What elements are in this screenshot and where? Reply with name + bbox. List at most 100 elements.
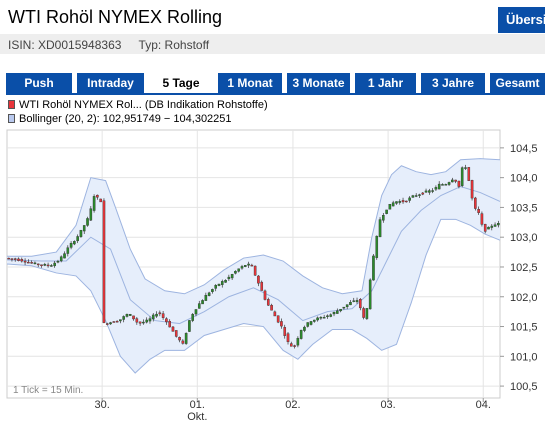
- candle-body: [480, 213, 484, 225]
- candle-body: [414, 195, 418, 197]
- candle-body: [411, 195, 415, 198]
- tick-note: 1 Tick = 15 Min.: [13, 385, 83, 396]
- candle-body: [247, 263, 250, 266]
- candle-body: [243, 265, 247, 267]
- tab-3-monate[interactable]: 3 Monate: [287, 73, 350, 93]
- candle-body: [375, 235, 379, 258]
- candle-body: [266, 299, 270, 306]
- legend-price: WTI Rohöl NYMEX Rol... (DB Indikation Ro…: [8, 98, 268, 112]
- type-label: Typ: Rohstoff: [138, 38, 210, 52]
- candle-body: [441, 184, 444, 186]
- candle-body: [313, 319, 316, 322]
- candle-body: [27, 261, 30, 264]
- candle-body: [207, 292, 211, 296]
- legend-bollinger: Bollinger (20, 2): 102,951749 − 104,3022…: [8, 112, 268, 126]
- candle-body: [365, 308, 369, 319]
- candle-body: [460, 167, 464, 186]
- candle-body: [165, 318, 168, 323]
- candle-body: [109, 322, 112, 325]
- candle-body: [257, 275, 260, 284]
- tab-push[interactable]: Push: [6, 73, 72, 93]
- page-title: WTI Rohöl NYMEX Rolling: [8, 7, 223, 27]
- candle-body: [391, 202, 395, 207]
- candle-body: [128, 314, 132, 316]
- x-tick-label: 04.: [476, 399, 491, 411]
- candle-body: [493, 224, 497, 227]
- candle-body: [10, 258, 14, 260]
- y-tick-label: 102,0: [510, 292, 538, 304]
- candle-body: [79, 229, 83, 237]
- tab-gesamt[interactable]: Gesamt: [490, 73, 545, 93]
- candle-body: [230, 274, 234, 279]
- candle-body: [86, 218, 89, 226]
- candle-body: [194, 309, 198, 315]
- candle-body: [497, 223, 500, 226]
- candle-body: [211, 289, 214, 292]
- candle-body: [457, 180, 461, 187]
- candle-body: [46, 264, 50, 267]
- candle-body: [161, 313, 165, 318]
- candle-body: [326, 315, 329, 317]
- candle-body: [89, 208, 93, 221]
- candle-body: [151, 314, 155, 320]
- y-tick-label: 101,5: [510, 322, 538, 334]
- candle-body: [33, 262, 37, 265]
- candle-body: [105, 323, 109, 325]
- tab-1-jahr[interactable]: 1 Jahr: [355, 73, 416, 93]
- candle-body: [135, 318, 139, 323]
- y-tick-label: 104,5: [510, 143, 538, 155]
- candle-body: [319, 316, 323, 319]
- candle-body: [250, 264, 254, 267]
- candle-body: [296, 338, 300, 346]
- candle-body: [405, 200, 408, 203]
- candle-body: [217, 283, 221, 286]
- candle-body: [174, 330, 178, 337]
- candle-body: [253, 265, 257, 276]
- candle-body: [437, 183, 441, 190]
- tab-intraday[interactable]: Intraday: [77, 73, 144, 93]
- tab-5-tage[interactable]: 5 Tage: [149, 73, 213, 93]
- x-tick-label: 01.: [190, 399, 205, 411]
- candle-body: [418, 194, 421, 196]
- candle-body: [227, 276, 231, 280]
- x-tick-label: 02.: [285, 399, 300, 411]
- candle-body: [73, 241, 76, 245]
- candle-body: [352, 300, 356, 302]
- candle-body: [490, 225, 494, 228]
- candle-body: [270, 304, 273, 311]
- candle-body: [122, 316, 125, 320]
- candle-body: [145, 319, 148, 323]
- candle-body: [30, 262, 33, 264]
- tab-3-jahre[interactable]: 3 Jahre: [421, 73, 485, 93]
- candle-body: [260, 281, 264, 291]
- candle-body: [388, 204, 392, 210]
- candle-body: [359, 298, 362, 309]
- candle-body: [362, 308, 365, 318]
- candle-body: [336, 310, 339, 314]
- candle-body: [59, 256, 63, 262]
- candle-body: [23, 260, 27, 263]
- overview-button[interactable]: Übersicht: [498, 7, 545, 33]
- candle-body: [276, 315, 280, 323]
- candle-body: [214, 285, 218, 289]
- candle-body: [424, 190, 428, 193]
- candle-body: [181, 340, 185, 344]
- legend-price-label: WTI Rohöl NYMEX Rol... (DB Indikation Ro…: [19, 99, 268, 111]
- candle-body: [342, 306, 346, 309]
- candle-body: [322, 316, 326, 319]
- tab-1-monat[interactable]: 1 Monat: [218, 73, 282, 93]
- candle-body: [309, 321, 313, 325]
- candle-body: [102, 200, 106, 323]
- y-tick-label: 100,5: [510, 381, 538, 393]
- candle-body: [43, 264, 47, 266]
- candle-body: [464, 167, 467, 169]
- candle-body: [263, 290, 267, 300]
- candle-body: [299, 329, 303, 339]
- y-tick-label: 103,5: [510, 202, 538, 214]
- candle-body: [378, 219, 382, 238]
- candle-body: [76, 236, 79, 242]
- tab-underline: [6, 93, 545, 95]
- candle-body: [474, 197, 477, 209]
- candle-body: [368, 279, 372, 310]
